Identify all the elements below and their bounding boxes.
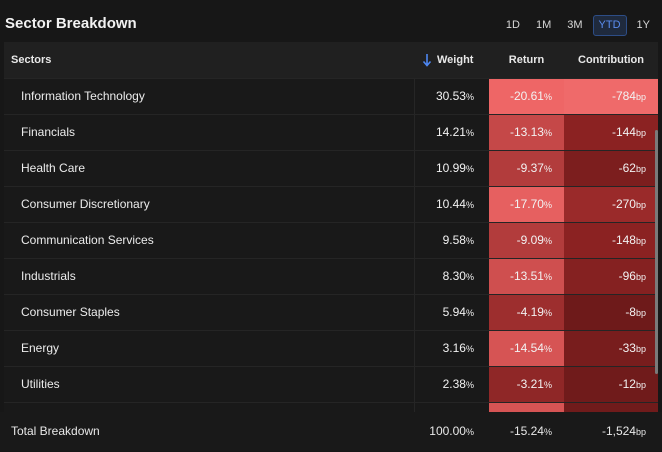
return-cell: -3.21%: [489, 367, 564, 402]
column-header-weight[interactable]: Weight: [437, 54, 474, 66]
sector-name: Consumer Discretionary: [21, 197, 150, 211]
weight-cell: [414, 403, 489, 412]
weight-cell: 30.53%: [414, 79, 489, 114]
table-row[interactable]: Industrials 8.30% -13.51% -96bp: [4, 258, 658, 294]
return-cell: -20.61%: [489, 79, 564, 114]
table-row[interactable]: [4, 402, 658, 412]
period-1d-button[interactable]: 1D: [505, 19, 520, 31]
total-weight: 100.00%: [429, 424, 474, 438]
contribution-cell: -144bp: [564, 115, 658, 150]
sector-name: Industrials: [21, 269, 76, 283]
return-cell: -9.09%: [489, 223, 564, 258]
contribution-cell: [564, 403, 658, 412]
table-row[interactable]: Energy 3.16% -14.54% -33bp: [4, 330, 658, 366]
sector-name: Information Technology: [21, 89, 145, 103]
contribution-cell: -62bp: [564, 151, 658, 186]
contribution-cell: -96bp: [564, 259, 658, 294]
total-label: Total Breakdown: [11, 424, 100, 438]
period-ytd-button[interactable]: YTD: [592, 15, 627, 36]
table-row[interactable]: Utilities 2.38% -3.21% -12bp: [4, 366, 658, 402]
column-header-contribution[interactable]: Contribution: [578, 54, 644, 66]
weight-cell: 9.58%: [414, 223, 489, 258]
sector-name: Consumer Staples: [21, 305, 120, 319]
panel-header: Sector Breakdown 1D 1M 3M YTD 1Y: [0, 0, 662, 42]
contribution-cell: -784bp: [564, 79, 658, 114]
table-row[interactable]: Communication Services 9.58% -9.09% -148bp: [4, 222, 658, 258]
return-cell: -4.19%: [489, 295, 564, 330]
period-1m-button[interactable]: 1M: [535, 19, 552, 31]
return-cell: -13.13%: [489, 115, 564, 150]
table-scrollbar[interactable]: [655, 130, 658, 374]
contribution-cell: -148bp: [564, 223, 658, 258]
return-cell: -13.51%: [489, 259, 564, 294]
weight-cell: 14.21%: [414, 115, 489, 150]
period-1y-button[interactable]: 1Y: [636, 19, 650, 31]
sector-name: Energy: [21, 341, 60, 355]
weight-cell: 2.38%: [414, 367, 489, 402]
return-cell: -14.54%: [489, 331, 564, 366]
panel-title: Sector Breakdown: [5, 15, 137, 32]
total-contribution: -1,524bp: [601, 424, 646, 438]
weight-cell: 5.94%: [414, 295, 489, 330]
contribution-cell: -33bp: [564, 331, 658, 366]
column-header-return[interactable]: Return: [508, 54, 545, 66]
weight-cell: 8.30%: [414, 259, 489, 294]
period-selector: 1D 1M 3M YTD 1Y: [496, 15, 656, 36]
column-header-sectors[interactable]: Sectors: [11, 54, 52, 66]
period-3m-button[interactable]: 3M: [567, 19, 583, 31]
sector-name: Communication Services: [21, 233, 154, 247]
total-row: Total Breakdown 100.00% -15.24% -1,524bp: [0, 412, 662, 451]
return-cell: -17.70%: [489, 187, 564, 222]
weight-cell: 3.16%: [414, 331, 489, 366]
contribution-cell: -8bp: [564, 295, 658, 330]
total-return: -15.24%: [509, 424, 552, 438]
weight-cell: 10.44%: [414, 187, 489, 222]
return-cell: -9.37%: [489, 151, 564, 186]
table-row[interactable]: Consumer Staples 5.94% -4.19% -8bp: [4, 294, 658, 330]
contribution-cell: -12bp: [564, 367, 658, 402]
sector-name: Utilities: [21, 377, 60, 391]
contribution-cell: -270bp: [564, 187, 658, 222]
weight-cell: 10.99%: [414, 151, 489, 186]
sector-table: Sectors Weight Return Contribution Infor…: [4, 42, 658, 412]
sector-name: Financials: [21, 125, 76, 139]
return-cell: [489, 403, 564, 412]
table-row[interactable]: Information Technology 30.53% -20.61% -784b…: [4, 78, 658, 114]
table-row[interactable]: Health Care 10.99% -9.37% -62bp: [4, 150, 658, 186]
table-header: Sectors Weight Return Contribution: [4, 42, 658, 78]
table-row[interactable]: Consumer Discretionary 10.44% -17.70% -270b…: [4, 186, 658, 222]
table-row[interactable]: Financials 14.21% -13.13% -144bp: [4, 114, 658, 150]
arrow-down-icon[interactable]: [422, 42, 432, 78]
sector-name: Health Care: [21, 161, 86, 175]
